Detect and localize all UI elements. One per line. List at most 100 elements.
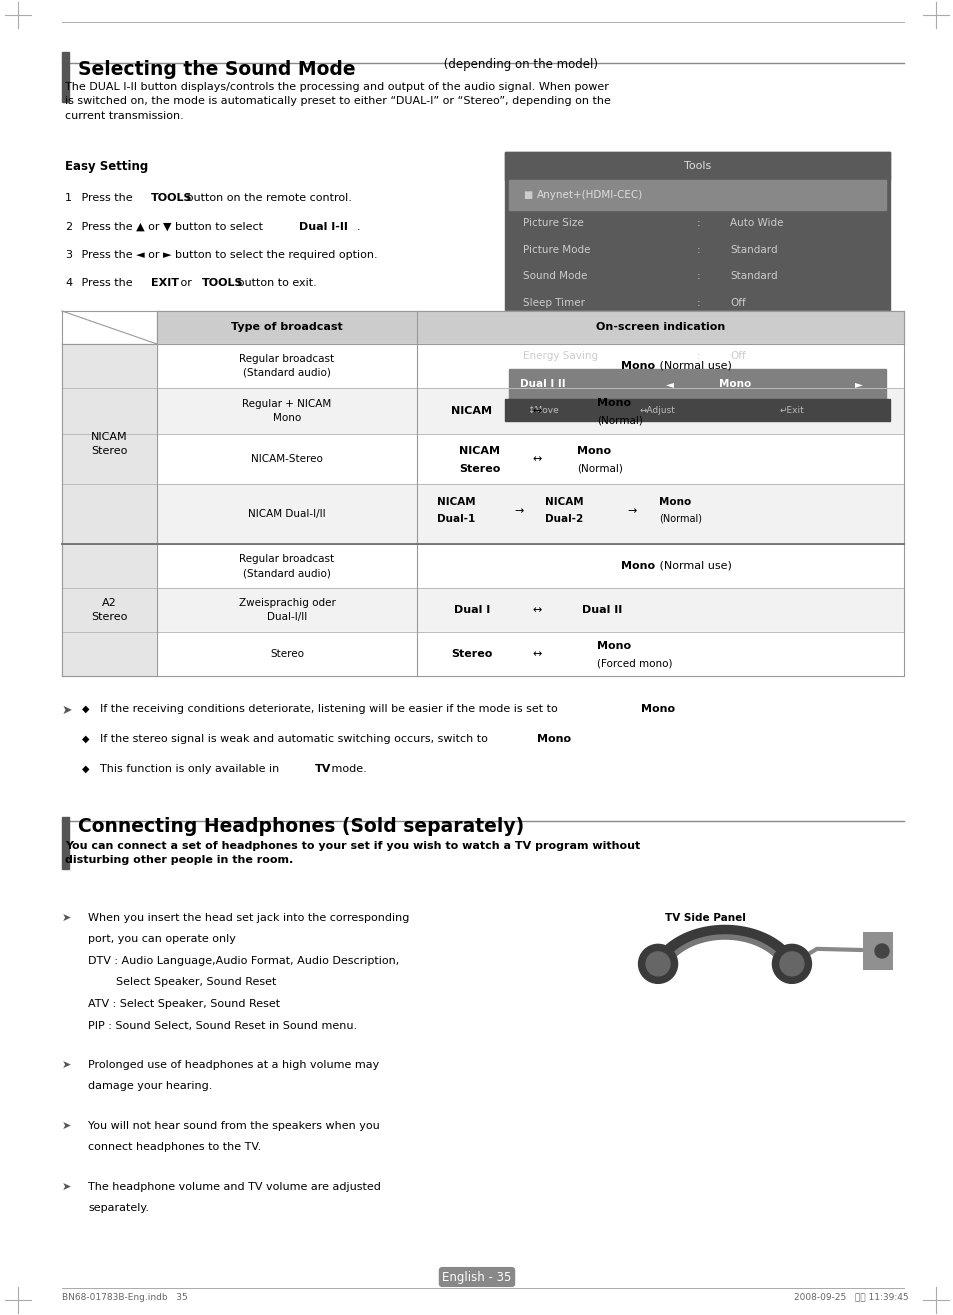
Text: connect headphones to the TV.: connect headphones to the TV. — [88, 1143, 261, 1152]
Text: If the receiving conditions deteriorate, listening will be easier if the mode is: If the receiving conditions deteriorate,… — [100, 704, 560, 714]
Text: English - 35: English - 35 — [442, 1270, 511, 1283]
Bar — [157, 312, 416, 345]
Text: Press the: Press the — [71, 193, 136, 203]
Text: ➤: ➤ — [62, 1182, 71, 1191]
Text: A2
Stereo: A2 Stereo — [91, 598, 128, 622]
Text: ◆: ◆ — [82, 764, 90, 775]
Text: ↔: ↔ — [532, 605, 541, 615]
Text: Press the ◄ or ► button to select the required option.: Press the ◄ or ► button to select the re… — [71, 250, 377, 260]
Text: ➤: ➤ — [62, 704, 72, 717]
Bar — [62, 817, 69, 869]
Circle shape — [772, 944, 811, 984]
Bar — [504, 398, 889, 421]
Text: button on the remote control.: button on the remote control. — [183, 193, 352, 203]
Text: The DUAL I-II button displays/controls the processing and output of the audio si: The DUAL I-II button displays/controls t… — [65, 82, 610, 121]
Text: ↔Adjust: ↔Adjust — [639, 405, 675, 414]
Bar — [416, 312, 903, 345]
Circle shape — [645, 952, 669, 976]
Text: Mono: Mono — [719, 379, 750, 389]
Text: Off: Off — [729, 351, 745, 360]
Text: (Normal): (Normal) — [597, 416, 642, 426]
Text: Mono: Mono — [640, 704, 675, 714]
Text: 3: 3 — [65, 250, 71, 260]
Text: (depending on the model): (depending on the model) — [439, 58, 598, 71]
Text: NICAM
Stereo: NICAM Stereo — [91, 433, 128, 456]
Bar — [509, 180, 885, 210]
Text: .: . — [562, 734, 565, 744]
Bar — [157, 388, 416, 434]
Bar — [157, 484, 416, 544]
Text: button to exit.: button to exit. — [233, 279, 316, 288]
Text: You will not hear sound from the speakers when you: You will not hear sound from the speaker… — [88, 1120, 379, 1131]
Text: TOOLS: TOOLS — [151, 193, 193, 203]
Text: ↕Move: ↕Move — [526, 405, 558, 414]
Bar — [504, 153, 889, 180]
Bar — [157, 544, 416, 588]
Text: ■: ■ — [522, 189, 532, 200]
Text: :: : — [697, 325, 700, 334]
Text: Mono: Mono — [597, 640, 631, 651]
Text: ATV : Select Speaker, Sound Reset: ATV : Select Speaker, Sound Reset — [88, 999, 280, 1009]
Text: Off: Off — [729, 325, 745, 334]
Text: ↵Exit: ↵Exit — [780, 405, 804, 414]
Bar — [509, 370, 885, 398]
Text: Prolonged use of headphones at a high volume may: Prolonged use of headphones at a high vo… — [88, 1060, 379, 1070]
Text: port, you can operate only: port, you can operate only — [88, 935, 235, 944]
Text: PIP : Sound Select, Sound Reset in Sound menu.: PIP : Sound Select, Sound Reset in Sound… — [88, 1020, 356, 1031]
Text: Select Speaker, Sound Reset: Select Speaker, Sound Reset — [88, 977, 276, 988]
Bar — [416, 484, 903, 544]
Bar — [62, 544, 157, 676]
Bar — [504, 153, 889, 421]
Text: 2008-09-25   오전 11:39:45: 2008-09-25 오전 11:39:45 — [794, 1293, 908, 1302]
Text: ◆: ◆ — [82, 734, 90, 744]
Text: damage your hearing.: damage your hearing. — [88, 1081, 213, 1091]
Text: :: : — [697, 245, 700, 255]
Text: Regular + NICAM
Mono: Regular + NICAM Mono — [242, 398, 332, 423]
Text: TV Side Panel: TV Side Panel — [664, 913, 745, 923]
Text: Regular broadcast
(Standard audio): Regular broadcast (Standard audio) — [239, 354, 335, 377]
Text: Auto Wide: Auto Wide — [729, 218, 782, 229]
Text: ↔: ↔ — [532, 406, 541, 416]
Text: 4: 4 — [65, 279, 72, 288]
Circle shape — [638, 944, 677, 984]
Bar — [416, 345, 903, 388]
Text: NICAM-Stereo: NICAM-Stereo — [251, 454, 323, 464]
Text: (Forced mono): (Forced mono) — [597, 659, 672, 669]
Bar — [416, 633, 903, 676]
Text: (Normal use): (Normal use) — [655, 562, 731, 571]
Text: Dual-2: Dual-2 — [544, 514, 582, 523]
Text: Connecting Headphones (Sold separately): Connecting Headphones (Sold separately) — [78, 817, 524, 836]
Text: .: . — [356, 221, 360, 231]
Text: The headphone volume and TV volume are adjusted: The headphone volume and TV volume are a… — [88, 1182, 380, 1191]
Text: ◄: ◄ — [665, 379, 673, 389]
Text: If the stereo signal is weak and automatic switching occurs, switch to: If the stereo signal is weak and automat… — [100, 734, 491, 744]
Text: :: : — [697, 351, 700, 360]
Text: DTV : Audio Language,Audio Format, Audio Description,: DTV : Audio Language,Audio Format, Audio… — [88, 956, 399, 967]
Text: Mono: Mono — [620, 362, 655, 371]
Bar — [416, 388, 903, 434]
Bar — [416, 588, 903, 633]
Bar — [157, 588, 416, 633]
Bar — [157, 434, 416, 484]
Text: separately.: separately. — [88, 1203, 149, 1214]
Bar — [157, 345, 416, 388]
Text: NICAM: NICAM — [544, 497, 583, 508]
Text: Mono: Mono — [620, 562, 655, 571]
Text: Stereo: Stereo — [451, 650, 492, 659]
Text: Regular broadcast
(Standard audio): Regular broadcast (Standard audio) — [239, 554, 335, 579]
Text: Stereo: Stereo — [458, 464, 500, 473]
Bar — [416, 434, 903, 484]
Text: Mono: Mono — [597, 398, 631, 408]
Text: Off: Off — [729, 297, 745, 308]
Text: mode.: mode. — [328, 764, 367, 775]
Text: Mono: Mono — [577, 446, 611, 456]
Text: You can connect a set of headphones to your set if you wish to watch a TV progra: You can connect a set of headphones to y… — [65, 842, 639, 865]
Text: Mono: Mono — [537, 734, 570, 744]
Text: Picture Mode: Picture Mode — [522, 245, 590, 255]
Text: →: → — [514, 506, 523, 515]
Text: NICAM: NICAM — [436, 497, 476, 508]
Text: Zweisprachig oder
Dual-I/II: Zweisprachig oder Dual-I/II — [238, 598, 335, 622]
Text: Sleep Timer: Sleep Timer — [522, 297, 584, 308]
Text: Dual I-II: Dual I-II — [298, 221, 347, 231]
Text: When you insert the head set jack into the corresponding: When you insert the head set jack into t… — [88, 913, 409, 923]
